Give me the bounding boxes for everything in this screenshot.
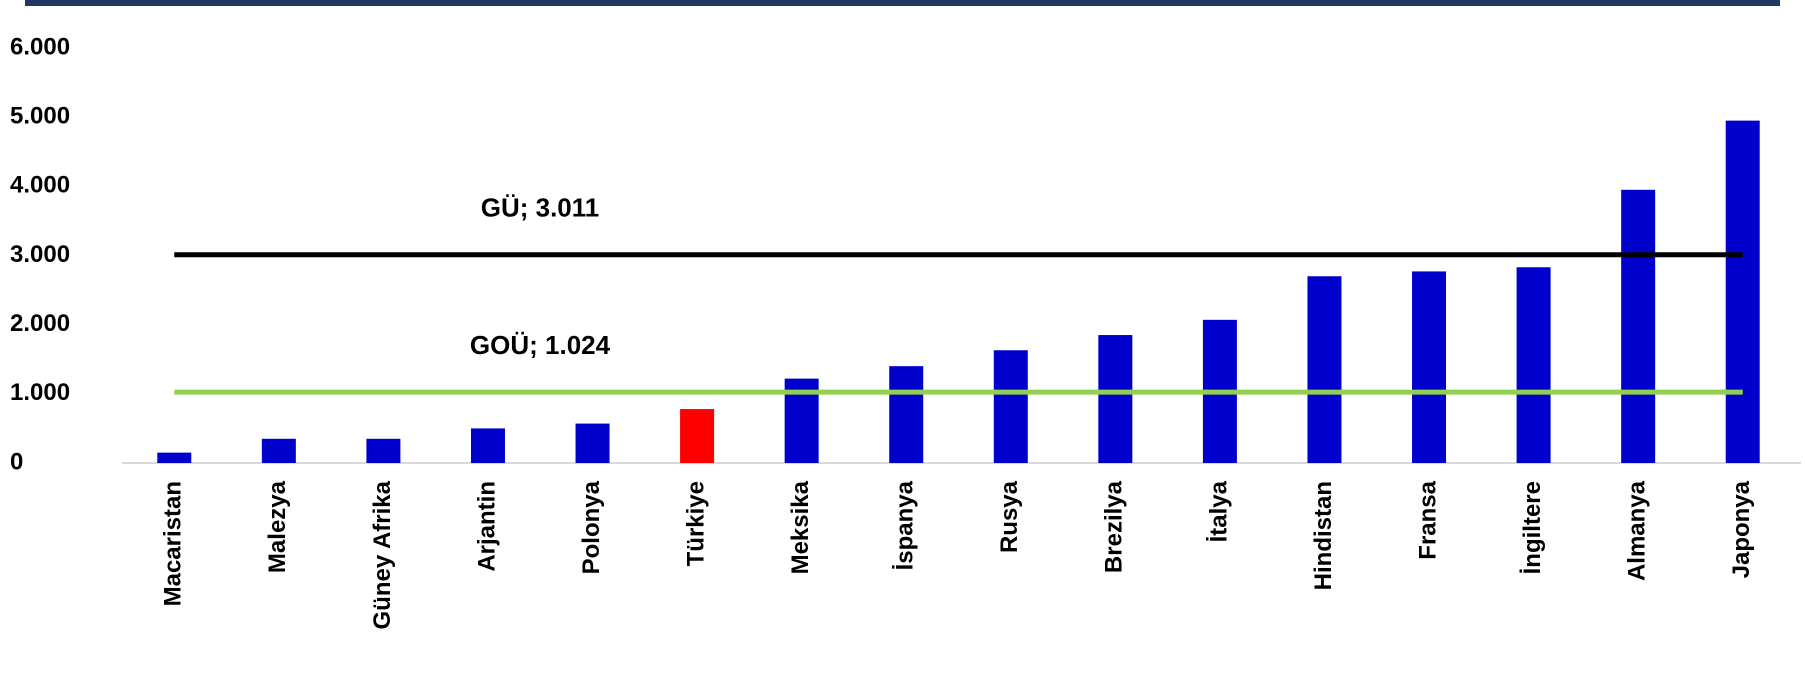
bar <box>1307 276 1342 463</box>
x-tick-label: İngiltere <box>1519 481 1546 574</box>
bar <box>575 423 610 463</box>
y-tick-label: 1.000 <box>10 379 70 406</box>
bar <box>1412 271 1447 463</box>
bar <box>889 366 924 463</box>
x-tick-label: Polonya <box>578 480 605 574</box>
y-tick-label: 0 <box>10 448 23 475</box>
x-tick-label: Meksika <box>787 480 814 574</box>
x-tick-label: Arjantin <box>473 481 500 572</box>
bar <box>1516 267 1551 463</box>
y-tick-label: 5.000 <box>10 103 70 130</box>
x-tick-label: Almanya <box>1624 480 1651 581</box>
bar <box>261 438 296 463</box>
reference-label: GÜ; 3.011 <box>481 193 600 223</box>
y-tick-label: 6.000 <box>10 33 70 60</box>
bar <box>1621 189 1656 463</box>
bar <box>157 452 192 463</box>
x-tick-label: Türkiye <box>682 481 709 566</box>
x-tick-label: Hindistan <box>1310 481 1337 590</box>
reference-label: GOÜ; 1.024 <box>470 330 611 360</box>
bar <box>470 428 505 463</box>
header-band <box>25 0 1780 6</box>
x-tick-label: Japonya <box>1728 480 1755 578</box>
bar <box>993 350 1028 463</box>
x-tick-label: Fransa <box>1414 480 1441 559</box>
x-tick-label: Rusya <box>996 480 1023 553</box>
x-tick-label: Macaristan <box>160 481 187 606</box>
bar <box>1725 120 1760 463</box>
y-tick-label: 3.000 <box>10 241 70 268</box>
y-tick-label: 4.000 <box>10 172 70 199</box>
x-tick-label: Malezya <box>264 480 291 573</box>
y-tick-label: 2.000 <box>10 310 70 337</box>
bar <box>680 409 715 463</box>
x-tick-label: İtalya <box>1205 480 1232 542</box>
x-tick-label: Brezilya <box>1101 480 1128 573</box>
bar <box>366 438 401 463</box>
x-tick-label: Güney Afrika <box>369 480 396 629</box>
bar <box>1098 335 1133 463</box>
x-tick-label: İspanya <box>892 480 919 570</box>
